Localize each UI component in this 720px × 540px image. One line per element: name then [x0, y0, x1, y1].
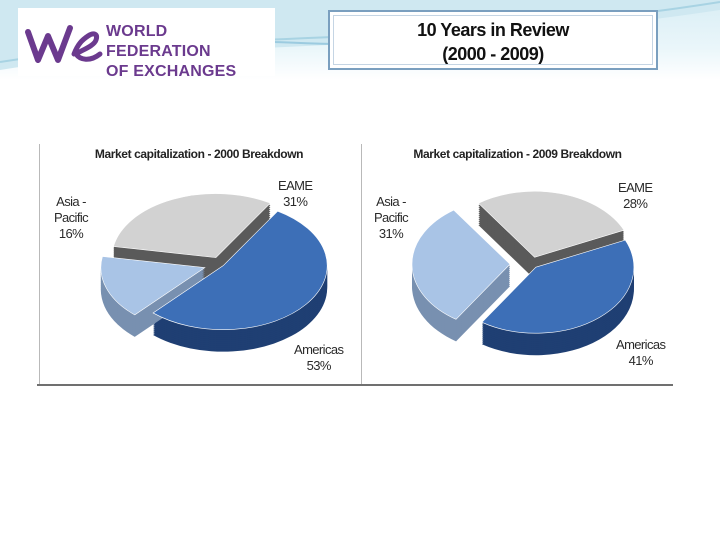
chart-2000-label-eame: EAME 31%: [278, 178, 313, 210]
chart-2009-panel: Market capitalization - 2009 Breakdown A…: [361, 144, 673, 384]
chart-2009-americas-name: Americas: [616, 337, 666, 352]
chart-2000-panel: Market capitalization - 2000 Breakdown A…: [39, 144, 358, 384]
chart-2000-asia-pacific-value: 16%: [58, 226, 84, 241]
wfe-logo: WORLD FEDERATION OF EXCHANGES: [18, 8, 275, 80]
wfe-logo-mark-icon: [25, 25, 103, 63]
chart-0-slice-eame: [113, 193, 271, 258]
chart-2009-eame-value: 28%: [623, 196, 648, 211]
slide-title-line-2: (2000 - 2009): [442, 44, 544, 64]
chart-2009-label-eame: EAME 28%: [618, 180, 653, 212]
chart-2009-pie: [411, 190, 635, 356]
chart-2009-label-americas: Americas 41%: [616, 337, 666, 369]
chart-2000-americas-value: 53%: [306, 358, 332, 373]
chart-0-slice-asia-pacific: [100, 256, 206, 316]
chart-1-slice-eame: [477, 190, 625, 258]
chart-2000-eame-value: 31%: [283, 194, 308, 209]
slide-title-line-1: 10 Years in Review: [417, 20, 569, 40]
logo-wordmark: WORLD FEDERATION OF EXCHANGES: [106, 22, 275, 82]
chart-2009-asia-pacific-value: 31%: [378, 226, 404, 241]
chart-2000-pie: [100, 193, 328, 352]
chart-0-slice-americas: [152, 210, 328, 330]
chart-1-slice-asia-pacific: [411, 209, 511, 320]
chart-2009-asia-pacific-name: Asia - Pacific: [373, 194, 409, 225]
chart-2000-eame-name: EAME: [278, 178, 313, 193]
charts-baseline-rule: [37, 384, 673, 386]
title-box-inner-border: [333, 15, 653, 65]
chart-2009-americas-value: 41%: [628, 353, 654, 368]
chart-2009-eame-name: EAME: [618, 180, 653, 195]
chart-2000-americas-name: Americas: [294, 342, 344, 357]
logo-line-2: OF EXCHANGES: [106, 63, 237, 80]
chart-2009-title: Market capitalization - 2009 Breakdown: [413, 147, 622, 161]
logo-line-1: WORLD FEDERATION: [106, 23, 211, 60]
chart-2000-title: Market capitalization - 2000 Breakdown: [94, 147, 304, 161]
chart-2000-label-americas: Americas 53%: [294, 342, 344, 374]
chart-1-slice-americas: [481, 239, 635, 334]
slide-title-box: 10 Years in Review (2000 - 2009): [328, 10, 658, 70]
chart-2000-label-asia-pacific: Asia - Pacific 16%: [48, 194, 94, 242]
chart-2009-label-asia-pacific: Asia - Pacific 31%: [368, 194, 414, 242]
chart-2000-asia-pacific-name: Asia - Pacific: [53, 194, 89, 225]
